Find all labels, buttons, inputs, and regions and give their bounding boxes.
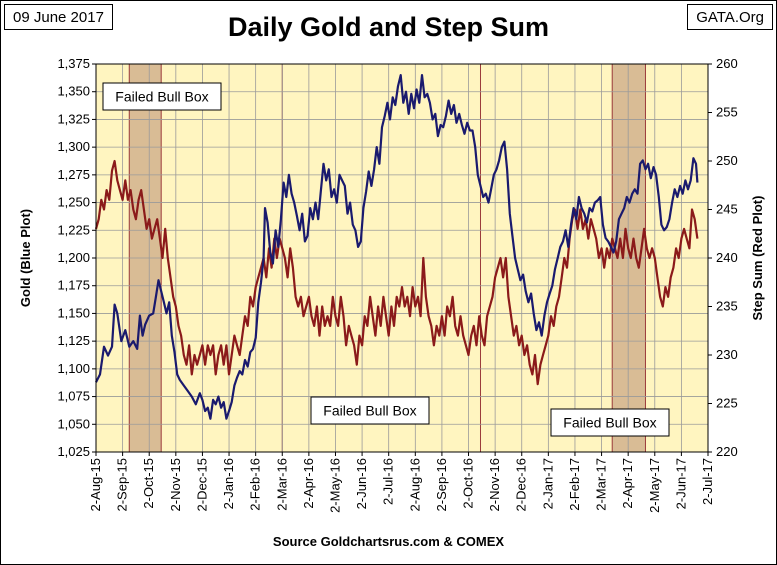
x-tick-label: 2-Mar-17: [594, 458, 609, 511]
y-right-tick-label: 220: [716, 444, 738, 459]
x-tick-label: 2-Sep-15: [115, 458, 130, 511]
y-right-tick-label: 250: [716, 153, 738, 168]
y-right-tick-label: 255: [716, 105, 738, 120]
x-tick-label: 2-May-17: [647, 458, 662, 513]
brand-box: GATA.Org: [687, 4, 773, 30]
date-box: 09 June 2017: [4, 4, 113, 30]
y-right-axis-label: Step Sum (Red Plot): [750, 196, 765, 321]
y-left-tick-label: 1,350: [57, 84, 90, 99]
x-tick-label: 2-Dec-16: [514, 458, 529, 511]
x-tick-label: 2-Aug-15: [88, 458, 103, 511]
x-tick-label: 2-May-16: [327, 458, 342, 513]
annotation-box: [310, 396, 430, 425]
y-left-tick-label: 1,075: [57, 389, 90, 404]
y-left-tick-label: 1,125: [57, 333, 90, 348]
y-left-tick-label: 1,300: [57, 139, 90, 154]
x-tick-label: 2-Jan-16: [221, 458, 236, 509]
y-right-tick-label: 260: [716, 56, 738, 71]
y-left-axis-label: Gold (Blue Plot): [18, 209, 33, 307]
failed-bull-box-label-2: Failed Bull Box: [310, 396, 430, 425]
x-tick-label: 2-Jul-16: [381, 458, 396, 505]
y-right-tick-label: 245: [716, 202, 738, 217]
x-tick-label: 2-Feb-16: [248, 458, 263, 511]
y-left-tick-label: 1,250: [57, 195, 90, 210]
y-left-tick-label: 1,175: [57, 278, 90, 293]
x-tick-label: 2-Nov-15: [168, 458, 183, 511]
x-tick-label: 2-Jan-17: [540, 458, 555, 509]
y-left-tick-label: 1,325: [57, 111, 90, 126]
x-tick-label: 2-Mar-16: [274, 458, 289, 511]
y-right-tick-label: 240: [716, 250, 738, 265]
x-tick-label: 2-Feb-17: [567, 458, 582, 511]
y-left-tick-label: 1,025: [57, 444, 90, 459]
annotation-box: [550, 408, 670, 437]
failed-bull-box-label-1: Failed Bull Box: [102, 82, 222, 111]
chart-title: Daily Gold and Step Sum: [227, 12, 550, 42]
gold-price-line: [95, 73, 699, 420]
x-tick-label: 2-Dec-15: [194, 458, 209, 511]
step-sum-line: [94, 159, 699, 386]
source-note: Source Goldchartsrus.com & COMEX: [272, 534, 505, 549]
y-left-tick-label: 1,050: [57, 416, 90, 431]
y-right-tick-label: 225: [716, 396, 738, 411]
annotation-text: Failed Bull Box: [563, 415, 656, 431]
annotation-text: Failed Bull Box: [115, 89, 208, 105]
y-left-tick-label: 1,375: [57, 56, 90, 71]
x-tick-label: 2-Jun-17: [673, 458, 688, 509]
x-tick-label: 2-Sep-16: [434, 458, 449, 511]
y-left-tick-label: 1,275: [57, 167, 90, 182]
annotation-text: Failed Bull Box: [323, 403, 416, 419]
annotation-box: [102, 82, 222, 111]
x-tick-label: 2-Oct-16: [461, 458, 476, 509]
x-tick-label: 2-Apr-16: [301, 458, 316, 509]
y-right-tick-label: 230: [716, 347, 738, 362]
x-tick-label: 2-Oct-15: [141, 458, 156, 509]
y-left-tick-label: 1,100: [57, 361, 90, 376]
failed-bull-box-label-3: Failed Bull Box: [550, 408, 670, 437]
x-tick-label: 2-Apr-17: [620, 458, 635, 509]
y-left-tick-label: 1,150: [57, 305, 90, 320]
x-tick-label: 2-Jul-17: [700, 458, 715, 505]
x-tick-label: 2-Jun-16: [354, 458, 369, 509]
y-left-tick-label: 1,225: [57, 222, 90, 237]
y-right-tick-label: 235: [716, 299, 738, 314]
x-tick-label: 2-Aug-16: [407, 458, 422, 511]
x-tick-label: 2-Nov-16: [487, 458, 502, 511]
y-left-tick-label: 1,200: [57, 250, 90, 265]
